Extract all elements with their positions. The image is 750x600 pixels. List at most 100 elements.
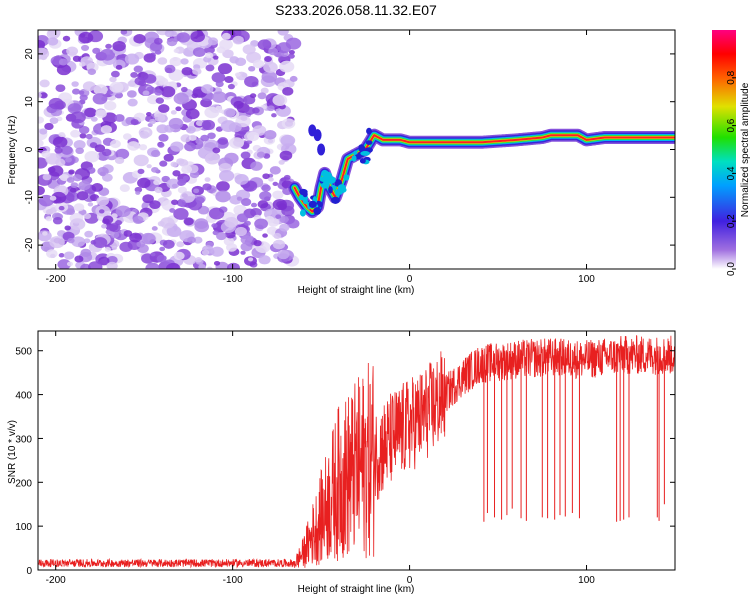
- noise-blob: [66, 177, 75, 183]
- noise-blob: [87, 68, 97, 76]
- noise-blob: [261, 184, 271, 192]
- noise-blob: [115, 205, 131, 218]
- colorbar-tick-label: 0.6: [726, 118, 737, 132]
- noise-blob: [142, 90, 150, 96]
- noise-blob: [260, 87, 269, 94]
- noise-blob: [160, 217, 175, 229]
- noise-blob: [81, 44, 90, 52]
- noise-blob: [49, 236, 65, 249]
- spectrogram-x-tick-label: -100: [223, 274, 243, 285]
- noise-blob: [149, 200, 161, 210]
- noise-blob: [234, 173, 249, 185]
- noise-blob: [176, 199, 186, 207]
- noise-blob: [177, 180, 185, 186]
- noise-blob: [227, 83, 235, 90]
- signal-blob: [328, 186, 333, 194]
- snr-y-tick-label: 300: [15, 434, 32, 445]
- noise-blob: [216, 46, 226, 54]
- snr-x-tick-label: 100: [578, 575, 595, 586]
- spectrogram-x-tick-label: 100: [578, 274, 595, 285]
- noise-blob: [181, 165, 193, 174]
- noise-blob: [168, 117, 184, 130]
- noise-blob: [136, 240, 146, 248]
- noise-blob: [211, 91, 227, 103]
- noise-blob: [92, 47, 101, 54]
- noise-blob: [194, 257, 203, 263]
- noise-blob: [229, 137, 244, 149]
- snr-y-tick-label: 500: [15, 347, 32, 358]
- noise-blob: [68, 169, 75, 175]
- noise-blob: [58, 205, 65, 211]
- noise-blob: [95, 109, 107, 119]
- noise-blob: [149, 52, 156, 58]
- noise-blob: [272, 94, 288, 106]
- noise-blob: [173, 208, 189, 220]
- noise-blob: [211, 72, 226, 83]
- noise-blob: [158, 77, 169, 86]
- noise-blob: [191, 93, 199, 99]
- noise-blob: [215, 190, 231, 203]
- spectrogram-x-tick-label: -200: [46, 274, 66, 285]
- noise-blob: [45, 216, 53, 222]
- noise-blob: [187, 236, 196, 244]
- signal-blob: [308, 200, 317, 208]
- noise-blob: [175, 106, 182, 112]
- noise-blob: [109, 81, 124, 93]
- noise-blob: [279, 60, 295, 73]
- noise-blob: [234, 226, 247, 237]
- noise-blob: [192, 47, 206, 58]
- noise-blob: [38, 116, 45, 124]
- noise-blob: [268, 177, 274, 182]
- noise-blob: [94, 144, 106, 153]
- noise-blob: [108, 223, 121, 233]
- noise-blob: [150, 252, 156, 257]
- noise-blob: [72, 174, 83, 182]
- noise-blob: [173, 251, 185, 261]
- noise-blob: [283, 174, 291, 181]
- colorbar-ticks: 0.0 0.2 0.4 0.6 0.8: [726, 70, 737, 276]
- noise-blob: [198, 264, 207, 269]
- noise-blob: [166, 38, 178, 47]
- noise-blob: [127, 80, 137, 87]
- signal-blob: [358, 145, 366, 153]
- colorbar-tick-label: 0.4: [726, 166, 737, 180]
- noise-blob: [169, 208, 176, 213]
- noise-blob: [240, 151, 251, 160]
- noise-blob: [85, 133, 93, 140]
- noise-blob: [38, 139, 44, 148]
- signal-blob: [337, 186, 347, 194]
- snr-x-tick-label: -100: [223, 575, 243, 586]
- noise-blob: [169, 57, 182, 67]
- noise-blob: [277, 249, 290, 260]
- noise-blob: [160, 86, 176, 98]
- noise-blob: [156, 254, 167, 263]
- noise-blob: [66, 46, 79, 56]
- noise-blob: [98, 256, 110, 266]
- noise-blob: [133, 154, 149, 167]
- noise-blob: [71, 236, 86, 248]
- noise-blob: [159, 160, 168, 167]
- noise-blob: [158, 134, 169, 142]
- noise-blob: [280, 134, 296, 147]
- noise-blob: [151, 166, 159, 173]
- spectrogram-noise-region: [38, 30, 302, 269]
- noise-blob: [151, 226, 158, 231]
- noise-blob: [288, 49, 295, 55]
- noise-blob: [250, 207, 262, 218]
- noise-blob: [38, 92, 42, 98]
- noise-blob: [146, 112, 152, 117]
- noise-blob: [135, 190, 141, 195]
- noise-blob: [129, 232, 142, 243]
- noise-blob: [247, 257, 254, 262]
- noise-blob: [79, 94, 88, 101]
- noise-blob: [194, 218, 209, 229]
- spectrogram-y-tick-label: 0: [24, 146, 35, 152]
- noise-blob: [38, 157, 48, 169]
- noise-blob: [176, 32, 191, 43]
- noise-blob: [201, 119, 216, 131]
- noise-blob: [101, 224, 108, 229]
- noise-blob: [249, 93, 257, 99]
- noise-blob: [109, 76, 117, 83]
- noise-blob: [49, 195, 57, 201]
- noise-blob: [143, 74, 157, 84]
